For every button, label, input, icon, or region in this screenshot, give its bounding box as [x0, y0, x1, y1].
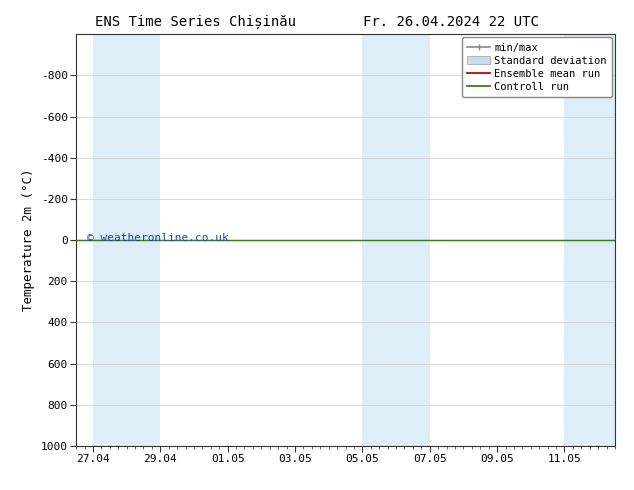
- Text: ENS Time Series Chișinău        Fr. 26.04.2024 22 UTC: ENS Time Series Chișinău Fr. 26.04.2024 …: [95, 15, 539, 29]
- Bar: [363, 34, 430, 446]
- Bar: [93, 34, 160, 446]
- Text: © weatheronline.co.uk: © weatheronline.co.uk: [87, 233, 229, 243]
- Bar: [564, 34, 632, 446]
- Legend: min/max, Standard deviation, Ensemble mean run, Controll run: min/max, Standard deviation, Ensemble me…: [462, 37, 612, 97]
- Y-axis label: Temperature 2m (°C): Temperature 2m (°C): [22, 169, 36, 311]
